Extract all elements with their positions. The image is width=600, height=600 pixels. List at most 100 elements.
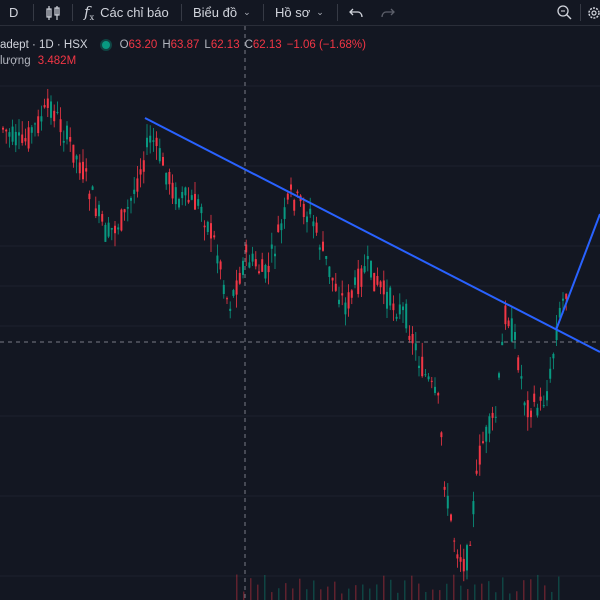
symbol-button[interactable]: D bbox=[9, 0, 18, 25]
search-zoom-button[interactable] bbox=[556, 0, 573, 25]
breakout-arrow[interactable] bbox=[555, 213, 600, 331]
candle-body bbox=[46, 98, 49, 108]
candle-body bbox=[59, 119, 62, 133]
chevron-down-icon: ⌄ bbox=[243, 7, 251, 17]
indicators-button[interactable]: fx Các chỉ báo bbox=[84, 0, 169, 25]
candle-body bbox=[53, 110, 56, 122]
candle-body bbox=[437, 393, 440, 396]
candle-body bbox=[101, 214, 104, 222]
candle-body bbox=[152, 140, 155, 142]
candle-body bbox=[453, 540, 456, 542]
settings-button[interactable] bbox=[586, 0, 600, 25]
candle-body bbox=[155, 137, 158, 147]
candle-body bbox=[30, 127, 33, 133]
toolbar-divider bbox=[263, 4, 264, 21]
candle-body bbox=[222, 284, 225, 295]
volume-bar bbox=[355, 585, 357, 600]
candle-body bbox=[117, 227, 120, 230]
candle-body bbox=[530, 410, 532, 418]
candle-body bbox=[286, 193, 289, 200]
candle-body bbox=[344, 302, 347, 315]
toolbar-divider bbox=[580, 4, 581, 21]
candle-body bbox=[414, 343, 417, 351]
candle-body bbox=[296, 191, 299, 194]
volume-bar bbox=[488, 581, 490, 600]
candle-body bbox=[360, 268, 363, 287]
candle-body bbox=[312, 221, 315, 227]
candle-body bbox=[488, 416, 491, 434]
trendline[interactable] bbox=[144, 117, 600, 353]
candle-body bbox=[158, 148, 161, 162]
undo-button[interactable] bbox=[348, 0, 364, 25]
candle-body bbox=[245, 244, 248, 253]
candle-body bbox=[328, 266, 331, 278]
close-value: 62.13 bbox=[252, 39, 282, 51]
close-label: C bbox=[244, 39, 253, 51]
candle-body bbox=[462, 558, 465, 572]
candle-body bbox=[174, 187, 177, 205]
candle-body bbox=[485, 426, 488, 442]
volume-bar bbox=[467, 589, 469, 600]
candle-body bbox=[325, 255, 328, 259]
candle-body bbox=[443, 486, 446, 490]
candle-body bbox=[56, 111, 59, 113]
price-chart[interactable] bbox=[0, 26, 600, 600]
volume-bar bbox=[530, 579, 532, 600]
candle-body bbox=[306, 216, 308, 223]
chart-type-button[interactable]: Biểu đồ ⌄ bbox=[193, 0, 251, 25]
candle-body bbox=[504, 305, 507, 325]
candle-body bbox=[366, 256, 369, 260]
candle-body bbox=[427, 376, 430, 380]
gear-icon bbox=[588, 6, 600, 19]
candle-body bbox=[430, 380, 433, 382]
candle-body bbox=[136, 178, 139, 192]
candle-body bbox=[194, 193, 196, 210]
redo-button[interactable] bbox=[380, 0, 396, 25]
candle-body bbox=[149, 135, 152, 143]
candle-body bbox=[226, 298, 228, 300]
volume-bar bbox=[334, 581, 336, 600]
volume-bar bbox=[551, 591, 553, 600]
low-label: L bbox=[204, 39, 211, 51]
candle-body bbox=[104, 224, 107, 242]
candle-body bbox=[248, 262, 251, 268]
candle-body bbox=[293, 199, 296, 211]
high-value: 63.87 bbox=[170, 39, 200, 51]
volume-bar bbox=[481, 583, 483, 600]
volume-value: 3.482M bbox=[37, 55, 77, 67]
profile-button[interactable]: Hồ sơ ⌄ bbox=[275, 0, 324, 25]
candle-body bbox=[82, 161, 84, 180]
volume-bar bbox=[320, 589, 322, 600]
symbol-label: adept · 1D · HSX bbox=[0, 39, 88, 51]
candle-body bbox=[526, 400, 529, 418]
candle-body bbox=[14, 131, 17, 146]
volume-bar bbox=[348, 588, 350, 600]
candle-body bbox=[520, 376, 523, 379]
volume-bar bbox=[425, 591, 427, 600]
candle-body bbox=[94, 208, 97, 217]
candle-body bbox=[162, 157, 164, 166]
volume-bar bbox=[285, 583, 287, 600]
candle-body bbox=[472, 501, 475, 515]
volume-bar bbox=[236, 574, 238, 600]
candle-body bbox=[37, 116, 40, 134]
toolbar-divider bbox=[181, 4, 182, 21]
candle-body bbox=[5, 129, 8, 132]
chart-grid bbox=[0, 85, 600, 577]
candle-body bbox=[440, 432, 443, 438]
volume-legend: lượng 3.482M bbox=[0, 55, 76, 67]
volume-bar bbox=[446, 583, 448, 600]
candle-body bbox=[43, 105, 46, 108]
open-value: 63.20 bbox=[128, 39, 158, 51]
candle-body bbox=[171, 182, 174, 199]
volume-bar bbox=[243, 591, 245, 600]
candle-body bbox=[517, 357, 520, 371]
candle-body bbox=[190, 195, 193, 200]
undo-icon bbox=[349, 8, 363, 17]
candle-body bbox=[549, 368, 552, 379]
candle-body bbox=[523, 402, 526, 406]
candles-button[interactable] bbox=[44, 0, 62, 25]
candle-body bbox=[69, 136, 72, 142]
volume-bar bbox=[390, 579, 392, 600]
candle-body bbox=[552, 353, 555, 359]
